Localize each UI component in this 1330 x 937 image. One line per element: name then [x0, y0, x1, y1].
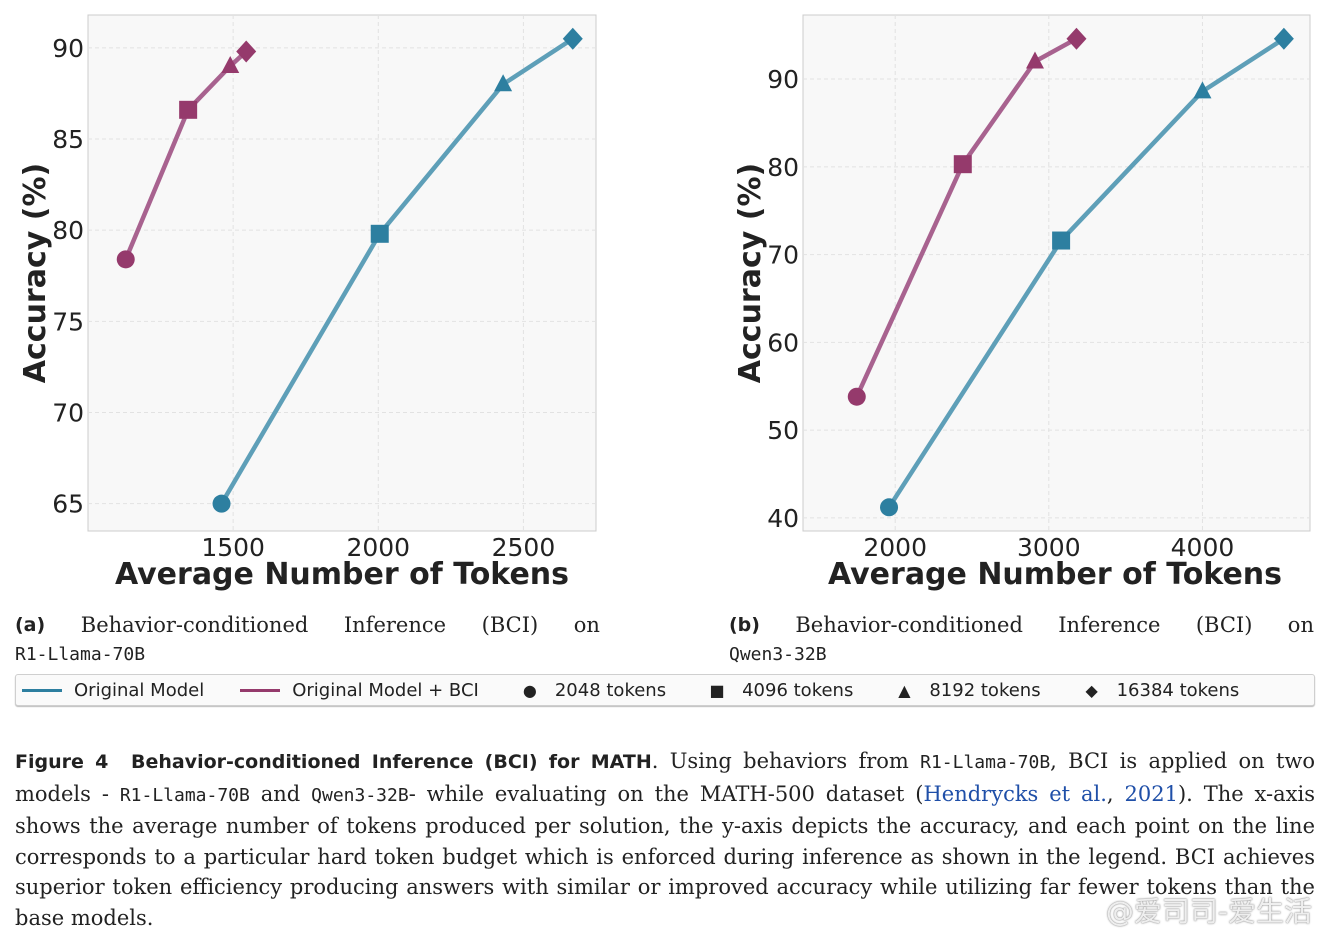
caption-code: R1-Llama-70B	[920, 752, 1051, 773]
data-point-triangle	[1193, 81, 1212, 99]
y-tick-label: 65	[52, 490, 84, 519]
data-point-square	[953, 155, 972, 174]
y-tick-label: 70	[767, 241, 799, 270]
legend-item-4096: ■ 4096 tokens	[702, 679, 854, 701]
subcaption-model: Qwen3-32B	[729, 644, 827, 665]
y-tick-label: 60	[767, 328, 799, 357]
y-tick-label: 85	[52, 125, 84, 154]
y-tick-label: 80	[52, 216, 84, 245]
watermark: @爱司司-爱生活	[1105, 895, 1312, 928]
data-point-diamond	[1273, 27, 1294, 50]
x-axis-label: Average Number of Tokens	[115, 557, 569, 592]
legend-item-2048: ● 2048 tokens	[515, 680, 666, 701]
caption-code: R1-Llama-70B	[119, 784, 250, 806]
y-tick-label: 50	[767, 416, 799, 445]
subcaption-model: R1-Llama-70B	[15, 644, 146, 665]
legend-item-8192: ▲ 8192 tokens	[889, 680, 1040, 701]
figure-caption: Figure 4 Behavior-conditioned Inference …	[15, 746, 1315, 933]
caption-text: ,	[1106, 781, 1125, 806]
data-point-square	[179, 100, 198, 119]
caption-text: . Using behaviors from	[651, 749, 921, 773]
legend-label: Original Model	[74, 679, 205, 701]
series-line	[123, 49, 249, 262]
subcaption-word: Behavior-conditioned	[80, 613, 309, 637]
legend-item-bci: Original Model + BCI	[240, 680, 479, 701]
subcaption-word: (BCI)	[481, 613, 539, 637]
subcaption-word: Behavior-conditioned	[795, 613, 1023, 637]
x-tick-label: 2000	[346, 533, 410, 562]
x-tick-label: 2500	[492, 533, 556, 562]
data-point-circle	[847, 387, 866, 406]
square-marker-icon: ■	[709, 680, 725, 700]
plot-area	[87, 14, 597, 532]
legend-label: 8192 tokens	[929, 679, 1041, 701]
subcaption-label: (a)	[15, 614, 46, 636]
subcaption-word: (BCI)	[1195, 613, 1253, 637]
legend-item-16384: ◆ 16384 tokens	[1077, 679, 1240, 701]
y-tick-label: 80	[767, 153, 799, 182]
y-axis-label: Accuracy (%)	[733, 163, 768, 383]
data-point-triangle	[1025, 51, 1044, 69]
caption-code: Qwen3-32B	[311, 784, 409, 806]
data-point-triangle	[494, 74, 513, 92]
x-tick-label: 3000	[1017, 533, 1081, 562]
legend-item-original: Original Model	[22, 680, 204, 701]
caption-text: , BCI is applied on two models -	[15, 749, 1315, 806]
legend-line-bci	[240, 688, 281, 692]
data-point-square	[1052, 231, 1071, 250]
data-point-circle	[212, 494, 231, 513]
subcaption-word: on	[573, 613, 600, 637]
x-tick-label: 1500	[201, 533, 265, 562]
y-tick-label: 40	[767, 504, 799, 533]
caption-text: ). The x-axis shows the average number o…	[15, 781, 1315, 930]
y-tick-label: 75	[52, 307, 84, 336]
y-tick-label: 70	[52, 398, 84, 427]
subcaption-word: Inference	[1058, 613, 1161, 637]
figure-label: Figure 4	[15, 751, 109, 773]
legend: Original Model Original Model + BCI ● 20…	[15, 674, 1315, 706]
citation-year-link[interactable]: 2021	[1124, 781, 1178, 806]
subcaption-word: on	[1287, 613, 1314, 637]
diamond-marker-icon: ◆	[1085, 680, 1098, 700]
data-point-diamond	[1066, 27, 1087, 50]
x-axis-label: Average Number of Tokens	[828, 557, 1282, 592]
caption-text: - while evaluating on the MATH-500 datas…	[408, 781, 924, 806]
data-point-triangle	[221, 56, 240, 74]
subcaption-b: (b) Behavior-conditioned Inference (BCI)…	[729, 610, 1314, 670]
plot-area	[802, 14, 1311, 532]
subcaption-a: (a) Behavior-conditioned Inference (BCI)…	[15, 610, 600, 670]
series-line	[886, 36, 1287, 510]
legend-label: 16384 tokens	[1116, 679, 1240, 701]
data-point-square	[370, 224, 389, 243]
subcaption-word: Inference	[343, 613, 447, 637]
legend-label: 2048 tokens	[554, 679, 667, 701]
caption-text: and	[249, 781, 312, 806]
legend-label: Original Model + BCI	[292, 679, 479, 701]
data-point-diamond	[562, 27, 583, 50]
series-line	[854, 36, 1079, 399]
x-tick-label: 2000	[863, 533, 927, 562]
data-point-diamond	[236, 40, 257, 63]
x-tick-label: 4000	[1171, 533, 1235, 562]
figure-title: Behavior-conditioned Inference (BCI) for…	[130, 751, 652, 773]
y-axis-label: Accuracy (%)	[18, 163, 53, 383]
legend-line-original	[22, 688, 62, 692]
series-line	[219, 36, 576, 506]
data-point-circle	[116, 250, 135, 269]
subcaption-label: (b)	[729, 614, 760, 636]
triangle-marker-icon: ▲	[898, 680, 911, 700]
legend-label: 4096 tokens	[742, 679, 854, 701]
y-tick-label: 90	[52, 34, 84, 63]
circle-marker-icon: ●	[522, 680, 537, 700]
data-point-circle	[880, 498, 899, 517]
y-tick-label: 90	[767, 65, 799, 94]
citation-link[interactable]: Hendrycks et al.	[923, 781, 1107, 806]
